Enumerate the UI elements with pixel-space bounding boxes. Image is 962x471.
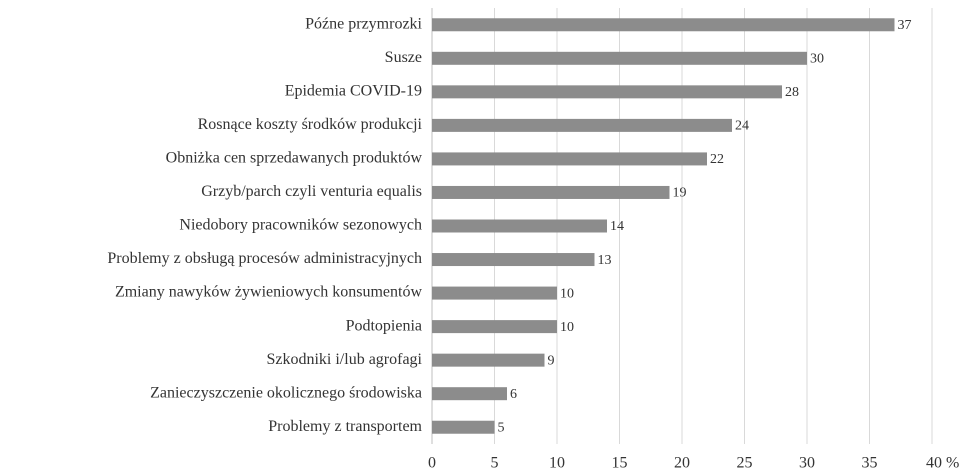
value-label: 10 — [560, 320, 574, 335]
value-label: 24 — [735, 119, 749, 134]
x-tick-label: 5 — [491, 455, 499, 471]
y-tick-label: Problemy z obsługą procesów administracy… — [107, 250, 422, 267]
y-tick-label: Grzyb/parch czyli venturia equalis — [201, 183, 422, 200]
x-tick-label: 20 — [674, 455, 690, 471]
bar — [432, 51, 807, 65]
y-tick-label: Rosnące koszty środków produkcji — [198, 116, 423, 133]
bar — [432, 18, 895, 32]
bar — [432, 387, 507, 401]
value-label: 10 — [560, 286, 574, 301]
bar — [432, 219, 607, 233]
x-tick-label: 0 — [428, 455, 436, 471]
value-label: 6 — [510, 387, 517, 402]
y-tick-label: Epidemia COVID-19 — [285, 83, 422, 100]
value-label: 13 — [598, 253, 612, 268]
bar — [432, 118, 732, 132]
y-tick-label: Podtopienia — [346, 317, 422, 334]
value-label: 28 — [785, 85, 799, 100]
bar — [432, 286, 557, 300]
y-tick-label: Problemy z transportem — [268, 418, 422, 435]
bar — [432, 185, 670, 199]
value-label: 5 — [498, 420, 505, 435]
bar — [432, 353, 545, 367]
y-tick-label: Szkodniki i/lub agrofagi — [266, 351, 422, 368]
bar — [432, 85, 782, 99]
x-tick-label: 35 — [862, 455, 878, 471]
value-label: 14 — [610, 219, 624, 234]
bar — [432, 320, 557, 334]
x-tick-label: 30 — [799, 455, 815, 471]
value-label: 22 — [710, 152, 724, 167]
y-tick-label: Zanieczyszczenie okolicznego środowiska — [150, 384, 422, 401]
x-tick-label: 40 % — [926, 455, 959, 471]
bar — [432, 420, 495, 434]
value-label: 9 — [548, 353, 555, 368]
value-label: 37 — [898, 18, 912, 33]
y-tick-label: Późne przymrozki — [305, 15, 422, 32]
y-tick-label: Zmiany nawyków żywieniowych konsumentów — [115, 284, 423, 301]
x-tick-label: 25 — [737, 455, 753, 471]
bar — [432, 253, 595, 267]
value-label: 19 — [673, 186, 687, 201]
y-tick-label: Obniżka cen sprzedawanych produktów — [166, 150, 423, 167]
y-tick-label: Susze — [385, 49, 422, 66]
x-tick-label: 15 — [612, 455, 628, 471]
bar — [432, 152, 707, 166]
value-label: 30 — [810, 52, 824, 67]
x-tick-label: 10 — [549, 455, 565, 471]
y-tick-label: Niedobory pracowników sezonowych — [179, 217, 422, 234]
